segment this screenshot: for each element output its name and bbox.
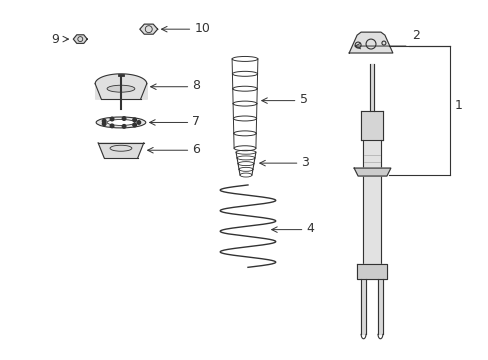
Polygon shape (360, 111, 382, 140)
Text: 8: 8 (192, 79, 200, 92)
Text: 5: 5 (299, 93, 307, 106)
Ellipse shape (96, 117, 145, 128)
Polygon shape (348, 32, 392, 53)
Circle shape (137, 121, 141, 124)
Circle shape (110, 117, 114, 121)
Circle shape (102, 119, 106, 123)
Polygon shape (377, 279, 382, 334)
Text: 1: 1 (453, 99, 461, 112)
Circle shape (133, 118, 136, 122)
Polygon shape (73, 35, 87, 44)
Polygon shape (140, 24, 157, 34)
Polygon shape (360, 279, 366, 334)
Text: 10: 10 (194, 22, 210, 35)
Text: 3: 3 (301, 156, 309, 168)
Ellipse shape (107, 120, 135, 125)
Polygon shape (98, 143, 143, 158)
Circle shape (133, 123, 136, 127)
Circle shape (122, 125, 125, 128)
Circle shape (122, 117, 125, 120)
Text: 6: 6 (192, 143, 200, 156)
Circle shape (102, 122, 106, 126)
Text: 9: 9 (51, 33, 60, 46)
Polygon shape (356, 264, 386, 279)
Circle shape (110, 124, 114, 128)
Polygon shape (369, 64, 373, 111)
Ellipse shape (107, 85, 135, 92)
Polygon shape (353, 168, 390, 176)
Text: 7: 7 (192, 115, 200, 128)
Polygon shape (362, 140, 380, 264)
Text: 4: 4 (306, 222, 314, 235)
Text: 2: 2 (411, 29, 419, 42)
